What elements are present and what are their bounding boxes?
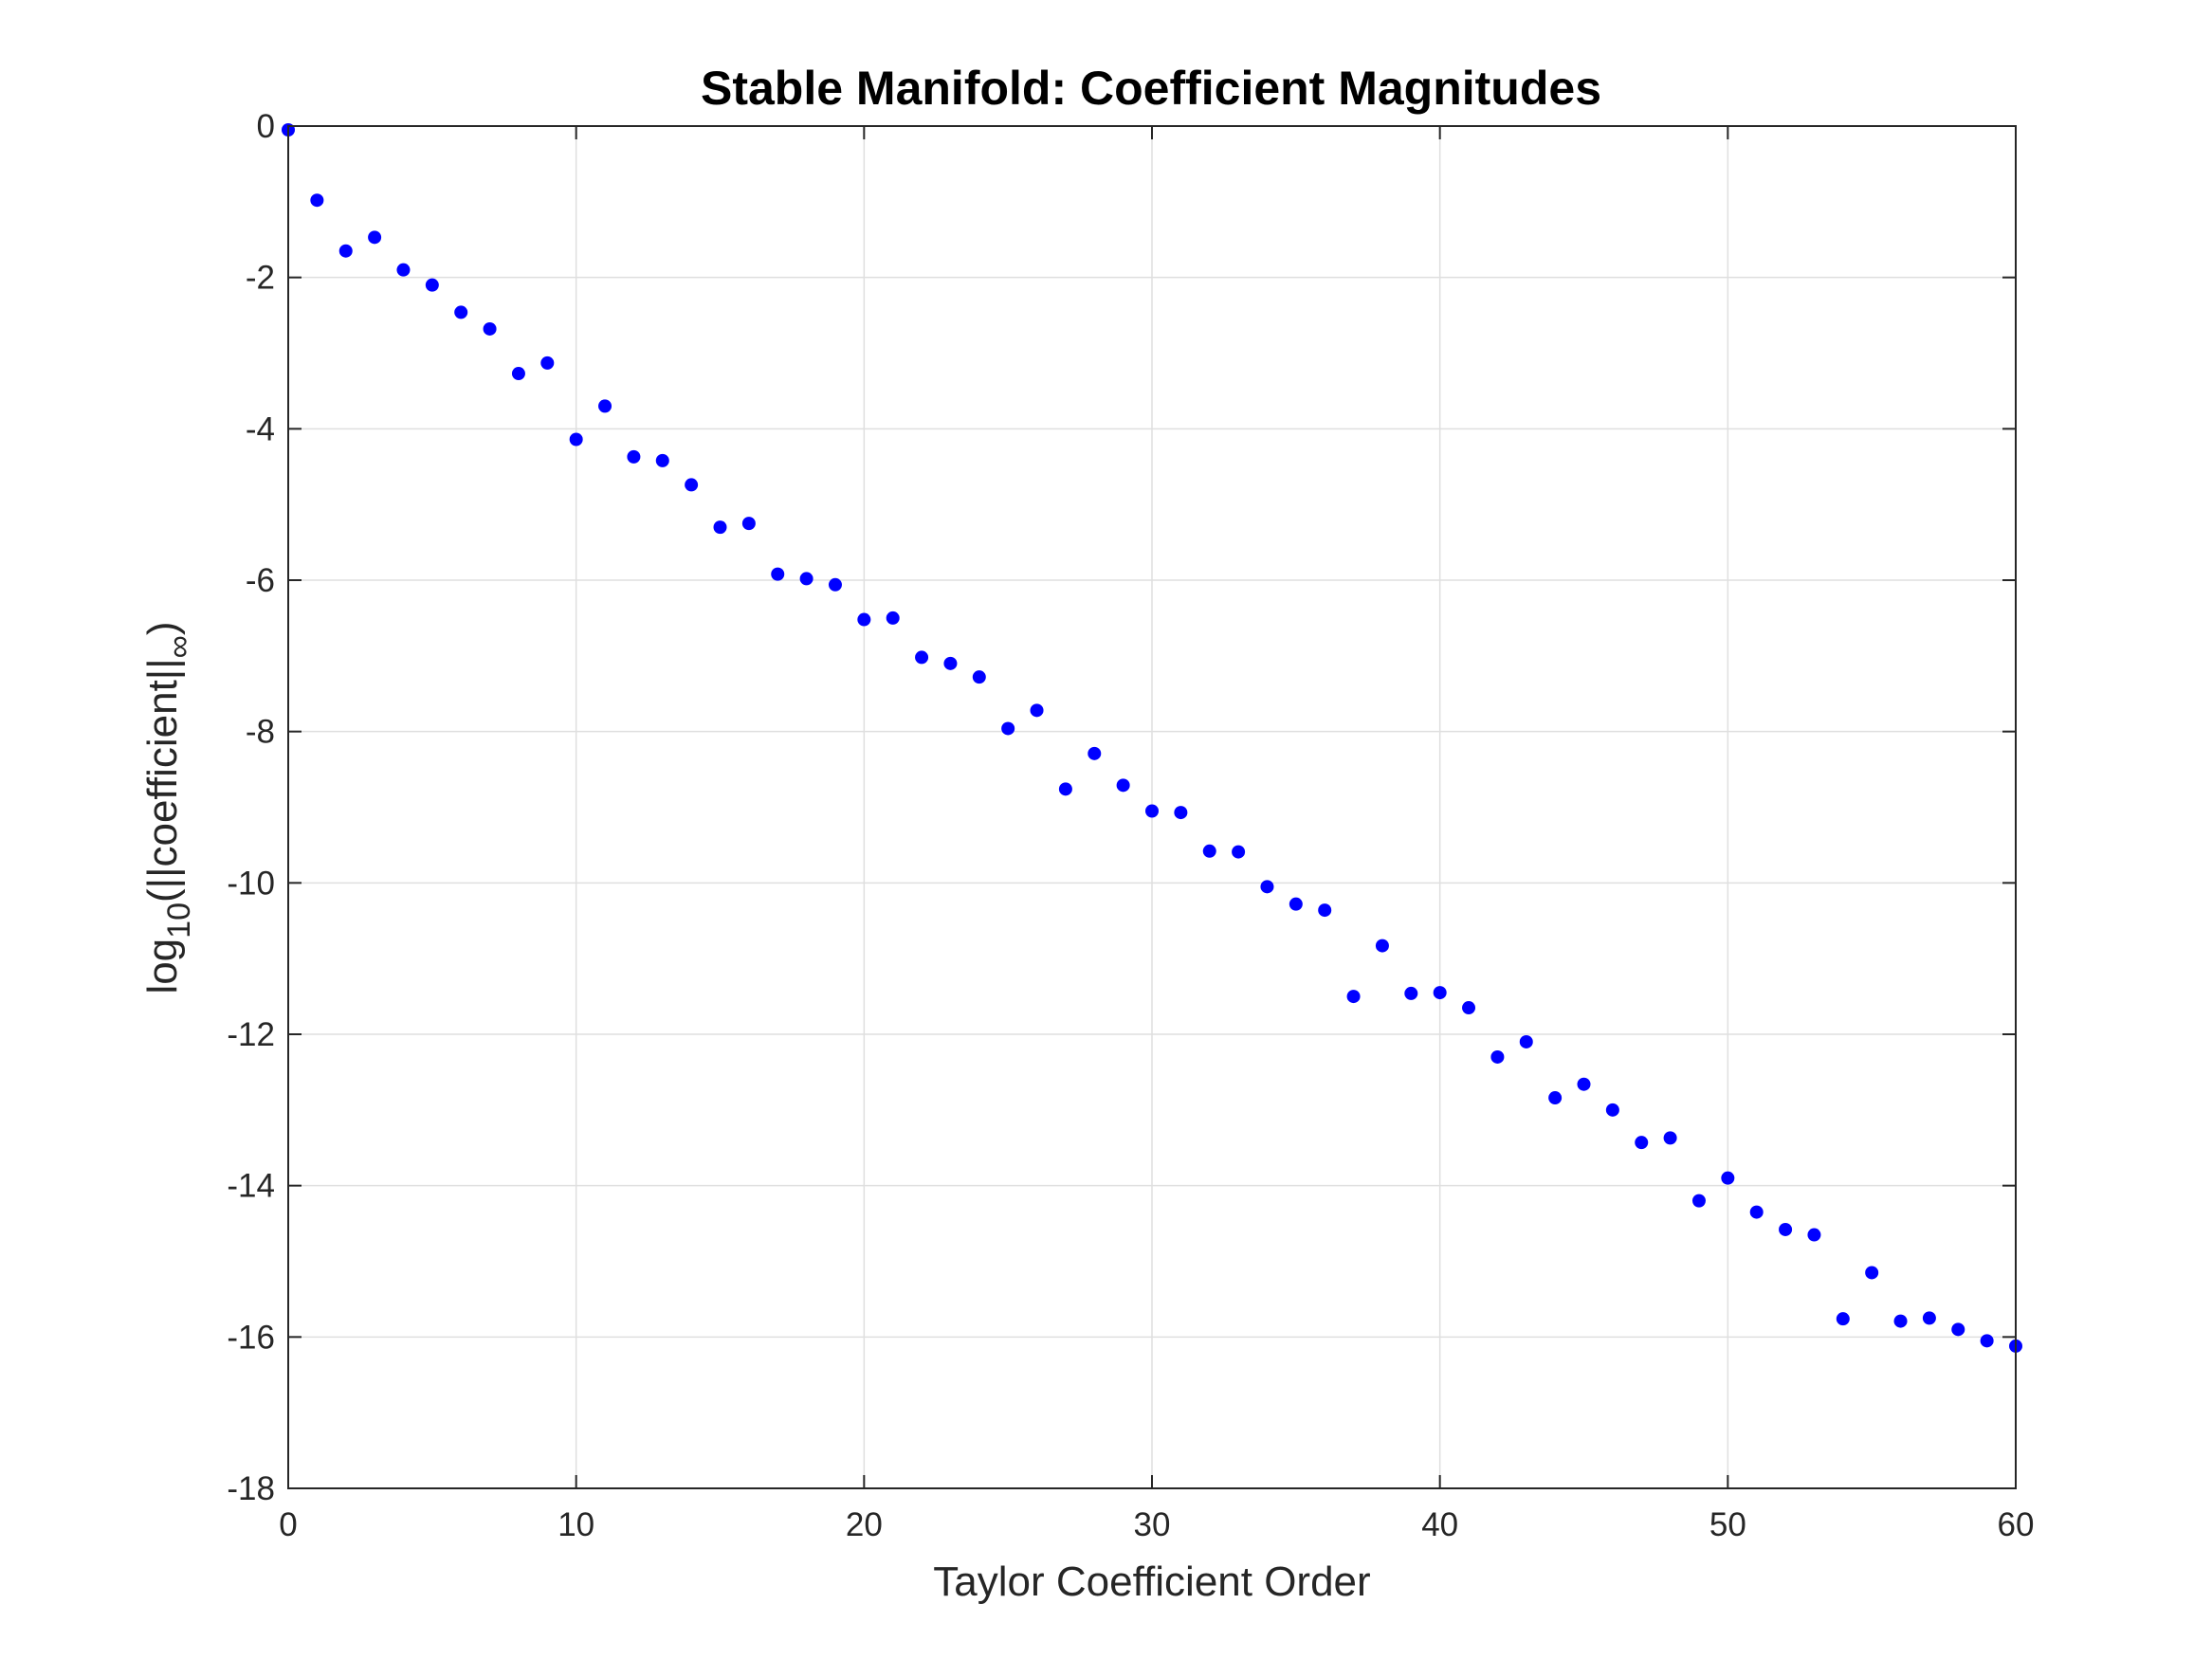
x-tick-label: 30 xyxy=(1134,1506,1171,1543)
data-point xyxy=(1088,746,1102,760)
data-point xyxy=(1289,897,1303,911)
data-point xyxy=(396,263,411,277)
data-point xyxy=(1433,986,1447,1000)
data-point xyxy=(1001,721,1015,736)
data-point xyxy=(972,670,986,684)
y-tick-label: -16 xyxy=(227,1319,275,1356)
data-point xyxy=(1462,1001,1476,1015)
data-point xyxy=(915,650,929,665)
data-point xyxy=(1548,1091,1563,1105)
data-point xyxy=(685,478,699,492)
y-tick-label: -18 xyxy=(227,1470,275,1507)
x-axis-label: Taylor Coefficient Order xyxy=(933,1559,1370,1605)
data-point xyxy=(1058,782,1072,796)
data-point xyxy=(1951,1322,1965,1337)
data-point xyxy=(1346,990,1361,1004)
data-point xyxy=(338,244,353,258)
data-point xyxy=(1519,1034,1533,1048)
data-point xyxy=(1865,1266,1879,1280)
data-point xyxy=(828,577,842,592)
y-tick-label: -14 xyxy=(227,1168,275,1205)
data-point xyxy=(1893,1314,1908,1328)
data-point xyxy=(1174,806,1188,820)
data-point xyxy=(1202,844,1216,858)
data-point xyxy=(627,449,641,464)
data-point xyxy=(741,517,756,531)
data-point xyxy=(1145,804,1159,818)
x-tick-label: 10 xyxy=(558,1506,594,1543)
data-point xyxy=(425,278,439,292)
x-tick-label: 50 xyxy=(1709,1506,1746,1543)
data-point xyxy=(1605,1103,1619,1117)
data-point xyxy=(1577,1077,1591,1091)
x-tick-label: 40 xyxy=(1421,1506,1458,1543)
data-point xyxy=(310,193,324,208)
data-point xyxy=(713,520,727,535)
y-label-suffix: ) xyxy=(139,621,186,635)
data-point xyxy=(1691,1194,1706,1208)
y-label-body-sub: ∞ xyxy=(161,635,197,658)
data-point xyxy=(886,611,900,625)
data-series xyxy=(282,122,2022,1353)
data-point xyxy=(771,567,785,581)
data-point xyxy=(1663,1131,1677,1145)
data-point xyxy=(1836,1312,1850,1326)
data-point xyxy=(1260,880,1274,894)
chart-title: Stable Manifold: Coefficient Magnitudes xyxy=(701,62,1601,115)
y-axis-label: log10(||coefficient||∞) xyxy=(139,621,197,994)
data-point xyxy=(1030,703,1044,718)
data-point xyxy=(799,572,814,586)
y-label-prefix: log xyxy=(139,939,186,994)
x-tick-label: 20 xyxy=(846,1506,883,1543)
data-point xyxy=(1375,939,1389,953)
data-point xyxy=(1749,1205,1764,1219)
svg-text:log10(||coefficient||∞): log10(||coefficient||∞) xyxy=(139,621,197,994)
data-point xyxy=(511,367,525,381)
data-point xyxy=(1980,1334,1994,1348)
y-tick-label: -8 xyxy=(246,714,275,751)
data-point xyxy=(1635,1136,1649,1150)
data-point xyxy=(1232,845,1246,859)
y-tick-label: -6 xyxy=(246,562,275,599)
tick-labels: 0 10 20 30 40 50 60 0 -2 -4 -6 -8 -10 -12 -14 -16 -18 xyxy=(227,108,2034,1543)
y-tick-label: -12 xyxy=(227,1016,275,1053)
data-point xyxy=(1116,778,1130,793)
x-tick-label: 0 xyxy=(279,1506,297,1543)
data-point xyxy=(1721,1171,1735,1185)
data-point xyxy=(943,656,958,670)
x-tick-label: 60 xyxy=(1998,1506,2035,1543)
data-point xyxy=(368,230,382,245)
axes-box xyxy=(287,125,2017,1489)
data-point xyxy=(1404,986,1418,1000)
data-point xyxy=(569,432,583,447)
data-point xyxy=(540,356,555,370)
y-label-body: (||coefficient|| xyxy=(139,658,186,902)
data-point xyxy=(1922,1311,1936,1325)
data-point xyxy=(454,305,468,319)
data-point xyxy=(857,612,871,627)
y-tick-label: -2 xyxy=(246,260,275,297)
data-point xyxy=(483,321,497,336)
y-tick-label: 0 xyxy=(257,108,275,145)
y-label-prefix-sub: 10 xyxy=(161,902,197,939)
data-point xyxy=(655,453,669,467)
data-point xyxy=(1779,1222,1793,1236)
data-point xyxy=(1318,903,1332,918)
y-tick-label: -4 xyxy=(246,410,275,447)
y-tick-label: -10 xyxy=(227,865,275,902)
data-point xyxy=(598,399,612,413)
data-point xyxy=(1807,1228,1821,1242)
data-point xyxy=(1490,1049,1505,1064)
